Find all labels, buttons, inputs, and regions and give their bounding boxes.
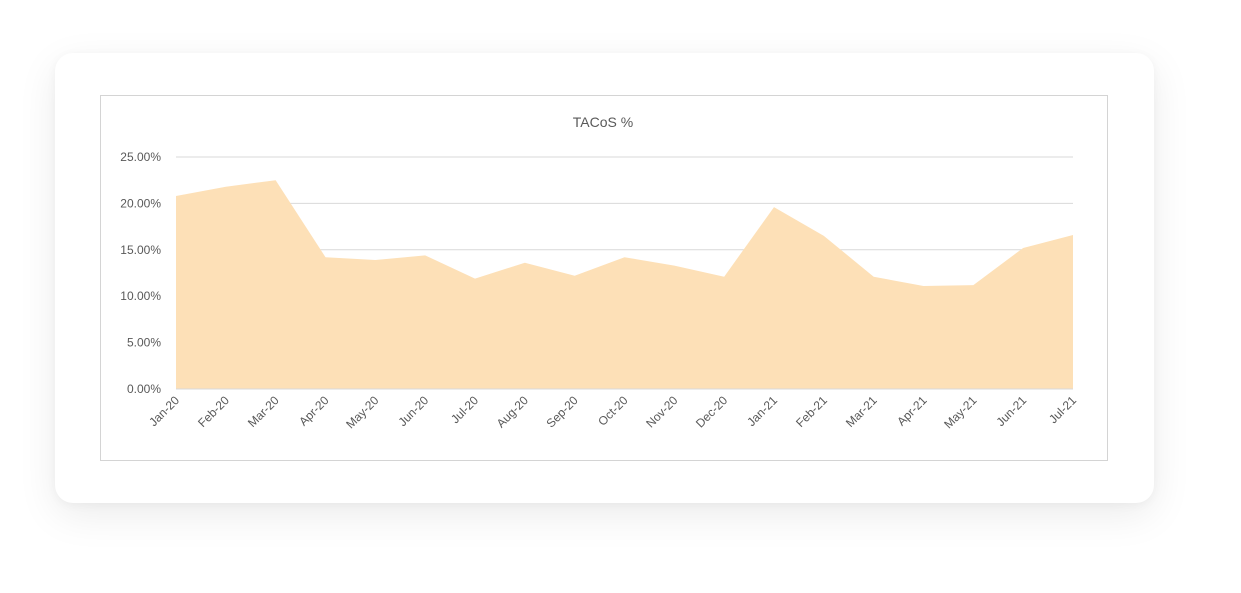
x-tick-label: Jan-20 xyxy=(146,393,182,429)
x-tick-label: Jan-21 xyxy=(744,393,780,429)
x-tick-label: Sep-20 xyxy=(544,393,581,430)
y-tick-label: 0.00% xyxy=(127,382,161,396)
y-tick-label: 5.00% xyxy=(127,336,161,350)
x-tick-label: Apr-21 xyxy=(894,393,930,429)
area-series xyxy=(176,180,1073,389)
x-tick-label: Aug-20 xyxy=(494,393,531,430)
x-tick-label: Jun-20 xyxy=(395,393,431,429)
x-tick-label: Apr-20 xyxy=(296,393,332,429)
y-tick-label: 15.00% xyxy=(120,243,161,257)
x-tick-label: May-20 xyxy=(343,393,381,431)
y-tick-label: 25.00% xyxy=(120,150,161,164)
y-axis: 0.00% 5.00% 10.00% 15.00% 20.00% 25.00% xyxy=(120,150,161,396)
x-tick-label: Jul-21 xyxy=(1046,393,1079,426)
chart-title: TACoS % xyxy=(573,114,633,130)
x-tick-label: Mar-21 xyxy=(843,393,880,430)
x-tick-label: Feb-21 xyxy=(793,393,830,430)
x-tick-label: Jul-20 xyxy=(448,393,481,426)
x-tick-label: Nov-20 xyxy=(643,393,680,430)
y-tick-label: 20.00% xyxy=(120,196,161,210)
x-axis: Jan-20 Feb-20 Mar-20 Apr-20 May-20 Jun-20 Jul-… xyxy=(146,388,1079,431)
x-tick-label: Jun-21 xyxy=(993,393,1029,429)
x-tick-label: May-21 xyxy=(941,393,979,431)
x-tick-label: Oct-20 xyxy=(595,393,631,429)
x-tick-label: Dec-20 xyxy=(693,393,730,430)
x-tick-label: Mar-20 xyxy=(245,393,282,430)
area-fill xyxy=(176,180,1073,389)
y-tick-label: 10.00% xyxy=(120,289,161,303)
x-tick-label: Feb-20 xyxy=(195,393,232,430)
